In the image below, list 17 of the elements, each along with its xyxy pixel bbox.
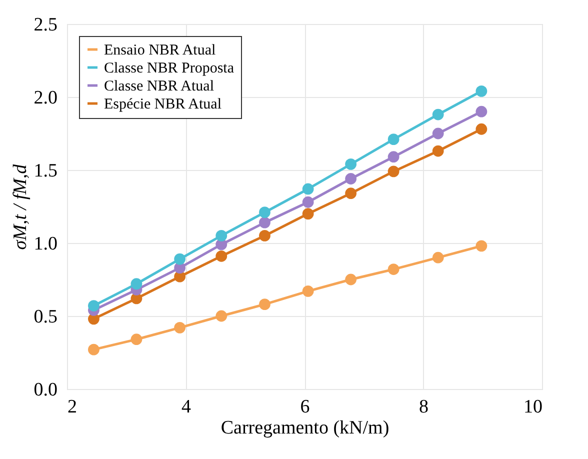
legend-label: Classe NBR Atual [104,78,214,94]
y-tick-label: 0.5 [34,306,58,328]
y-tick-label: 1.0 [34,234,58,254]
y-tick-label: 1.5 [34,160,58,182]
y-axis-title: σM,t / fM,d [10,164,31,250]
legend-label: Classe NBR Proposta [104,60,234,76]
y-tick-label: 2.5 [34,14,58,36]
x-tick-label: 6 [300,396,310,418]
x-tick-label: 4 [182,396,192,418]
x-tick-label: 10 [524,396,542,418]
x-tick-label: 2 [68,396,77,418]
x-tick-label: 8 [419,396,428,418]
legend-label: Espécie NBR Atual [104,96,222,112]
y-tick-label: 0.0 [34,380,58,400]
y-tick-label: 2.0 [34,88,58,108]
legend-label: Ensaio NBR Atual [104,42,216,58]
x-axis-title: Carregamento (kN/m) [220,418,390,438]
